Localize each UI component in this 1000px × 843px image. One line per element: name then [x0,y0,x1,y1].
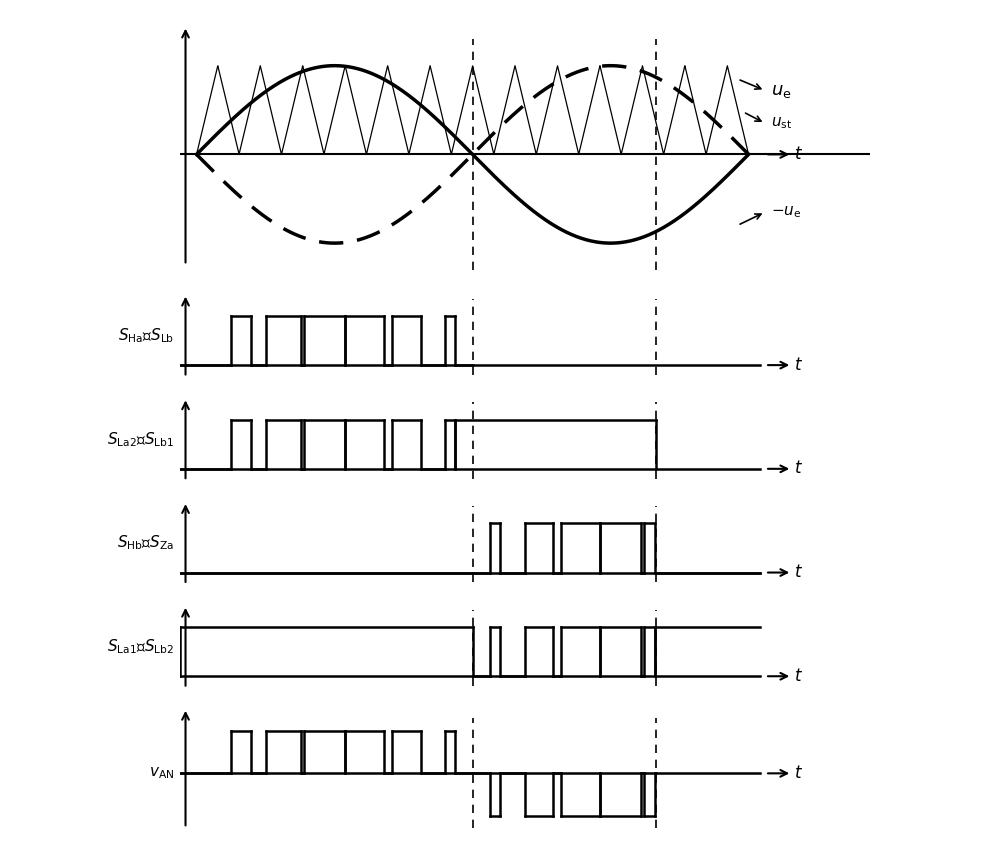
Text: $t$: $t$ [794,765,803,781]
Text: $t$: $t$ [794,668,803,685]
Text: $-u_{\mathrm{e}}$: $-u_{\mathrm{e}}$ [771,204,801,220]
Text: $S_{\mathrm{Hb}}$、$S_{\mathrm{Za}}$: $S_{\mathrm{Hb}}$、$S_{\mathrm{Za}}$ [117,534,174,552]
Text: $S_{\mathrm{La2}}$、$S_{\mathrm{Lb1}}$: $S_{\mathrm{La2}}$、$S_{\mathrm{Lb1}}$ [107,430,174,448]
Text: $v_{\mathrm{AN}}$: $v_{\mathrm{AN}}$ [149,765,174,781]
Text: $S_{\mathrm{La1}}$、$S_{\mathrm{Lb2}}$: $S_{\mathrm{La1}}$、$S_{\mathrm{Lb2}}$ [107,637,174,656]
Text: $t$: $t$ [794,460,803,477]
Text: $u_{\mathrm{st}}$: $u_{\mathrm{st}}$ [771,115,792,132]
Text: $t$: $t$ [794,564,803,581]
Text: $t$: $t$ [794,357,803,373]
Text: $u_{\mathrm{e}}$: $u_{\mathrm{e}}$ [771,82,791,99]
Text: $S_{\mathrm{Ha}}$、$S_{\mathrm{Lb}}$: $S_{\mathrm{Ha}}$、$S_{\mathrm{Lb}}$ [118,326,174,345]
Text: $t$: $t$ [794,146,803,163]
